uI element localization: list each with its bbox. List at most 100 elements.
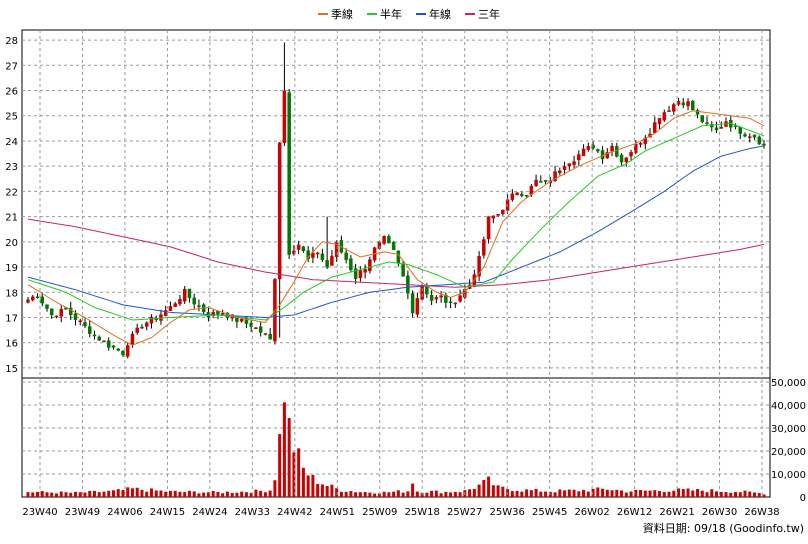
candle	[434, 295, 439, 304]
candle-body	[349, 258, 353, 271]
candle-body	[168, 306, 173, 311]
volume-bar	[586, 491, 590, 497]
volume-bar	[458, 492, 462, 497]
candle	[111, 345, 116, 350]
candle-body	[178, 299, 182, 305]
volume-bar	[40, 491, 44, 497]
candle-body	[596, 149, 600, 152]
volume-bar	[50, 492, 54, 497]
candle-body	[534, 179, 538, 186]
candle-body	[667, 110, 671, 112]
volume-bar	[577, 491, 581, 497]
volume-bar	[287, 418, 291, 497]
candle	[173, 301, 177, 307]
candle	[429, 290, 434, 305]
candle	[306, 245, 310, 263]
candle	[491, 215, 496, 224]
candle-body	[387, 236, 391, 244]
candle	[520, 191, 524, 198]
volume-bar	[686, 488, 690, 497]
candle	[591, 141, 595, 151]
volume-bar	[339, 491, 343, 497]
volume-bar	[240, 491, 244, 497]
ma-3yr-line	[27, 218, 765, 288]
candle	[700, 115, 705, 124]
candle-body	[524, 195, 529, 197]
candle-body	[429, 294, 434, 301]
volume-bar	[553, 492, 557, 497]
volume-bar	[724, 492, 728, 497]
volume-bar	[97, 492, 101, 497]
candle	[121, 350, 125, 357]
candle	[353, 263, 358, 285]
volume-bar	[719, 491, 723, 497]
volume-bar	[634, 489, 638, 497]
price-tick-label: 15	[5, 364, 18, 375]
candle-body	[520, 193, 524, 196]
volume-bar	[368, 492, 372, 497]
volume-bar	[539, 491, 543, 497]
price-tick-label: 20	[5, 238, 18, 249]
x-tick-label: 24W24	[192, 507, 227, 518]
volume-bar	[354, 492, 358, 497]
candle	[87, 320, 92, 338]
candle-body	[368, 259, 372, 272]
candle-body	[581, 148, 586, 157]
volume-plot-frame	[21, 377, 771, 498]
candle	[672, 102, 676, 116]
candle	[368, 256, 372, 274]
candle-body	[116, 348, 120, 351]
candle-body	[743, 134, 747, 137]
x-tick-label: 25W27	[447, 507, 482, 518]
candle-body	[415, 298, 420, 315]
volume-bar	[563, 490, 567, 497]
ma-quarter-line	[27, 110, 765, 346]
volume-bar	[73, 491, 77, 497]
candle-body	[320, 253, 325, 261]
candle	[653, 116, 657, 134]
candle	[496, 214, 500, 217]
candle-body	[268, 334, 272, 340]
volume-bar	[605, 489, 609, 497]
candle	[125, 342, 130, 359]
candle-body	[73, 313, 78, 320]
volume-bar	[278, 434, 282, 497]
candle-body	[491, 215, 496, 219]
volume-bar	[596, 487, 600, 497]
volume-bar	[268, 490, 272, 497]
x-tick-label: 25W09	[362, 507, 397, 518]
volume-bar	[216, 491, 220, 497]
volume-bar	[363, 492, 367, 497]
candle-body	[135, 327, 139, 333]
candle	[743, 132, 747, 138]
volume-bar	[335, 488, 339, 497]
candle	[714, 121, 719, 134]
candle	[149, 314, 154, 329]
candle	[301, 245, 306, 253]
volume-bar	[344, 491, 348, 497]
candle-body	[586, 146, 591, 150]
volume-bar	[411, 483, 415, 497]
volume-bar	[415, 491, 419, 497]
candle-body	[477, 256, 481, 277]
candle-body	[311, 252, 315, 258]
volume-bar	[121, 489, 125, 497]
candle-body	[301, 246, 306, 252]
volume-bar	[107, 490, 111, 497]
candle-body	[453, 302, 458, 305]
candle-body	[653, 122, 657, 134]
volume-bar	[178, 491, 182, 497]
candle-body	[425, 286, 429, 295]
x-tick-label: 25W36	[490, 507, 525, 518]
volume-bar	[69, 492, 73, 497]
candle-body	[59, 308, 63, 317]
candle-body	[482, 239, 486, 256]
candle	[263, 333, 268, 336]
candle-body	[144, 322, 149, 327]
candle	[482, 236, 486, 259]
volume-bar	[111, 490, 115, 497]
candle	[83, 318, 87, 329]
candle	[657, 118, 662, 129]
candle	[710, 121, 714, 132]
volume-bar	[301, 467, 305, 497]
